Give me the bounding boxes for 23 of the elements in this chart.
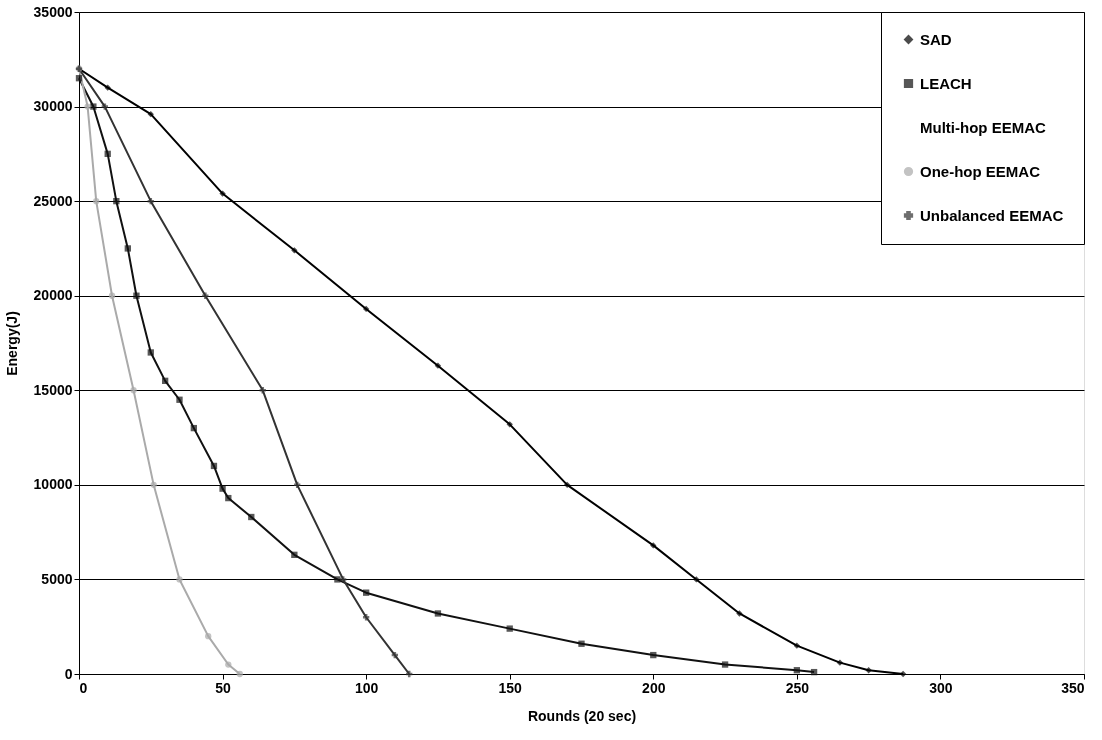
y-tick-label: 25000: [33, 192, 73, 209]
text: Multi-hop EEMAC: [920, 118, 1046, 136]
y-tick-label: 10000: [33, 476, 73, 493]
x-tick-label: 200: [642, 679, 666, 696]
legend-label: LEACH: [920, 74, 972, 92]
y-tick-label: 30000: [33, 98, 73, 115]
y-tick-label: 15000: [33, 381, 73, 398]
x-tick-label: 150: [498, 679, 523, 696]
y-tick-label: 0: [64, 665, 73, 682]
x-tick-label: 350: [1061, 679, 1085, 696]
x-tick-label: 250: [785, 679, 810, 696]
legend-label: SAD: [920, 30, 952, 48]
y-tick-label: 35000: [33, 3, 73, 20]
y-axis-title: Energy(J): [3, 311, 20, 376]
x-tick-label: 50: [215, 679, 232, 696]
x-tick-label: 100: [354, 679, 379, 696]
x-tick-label: 0: [79, 679, 88, 696]
legend-label: One-hop EEMAC: [920, 162, 1041, 180]
x-tick-label: 300: [929, 679, 953, 696]
x-axis-title: Rounds (20 sec): [527, 707, 637, 724]
y-tick-label: 20000: [33, 287, 73, 304]
y-tick-label: 5000: [41, 570, 73, 587]
legend-label: Unbalanced EEMAC: [920, 206, 1064, 224]
